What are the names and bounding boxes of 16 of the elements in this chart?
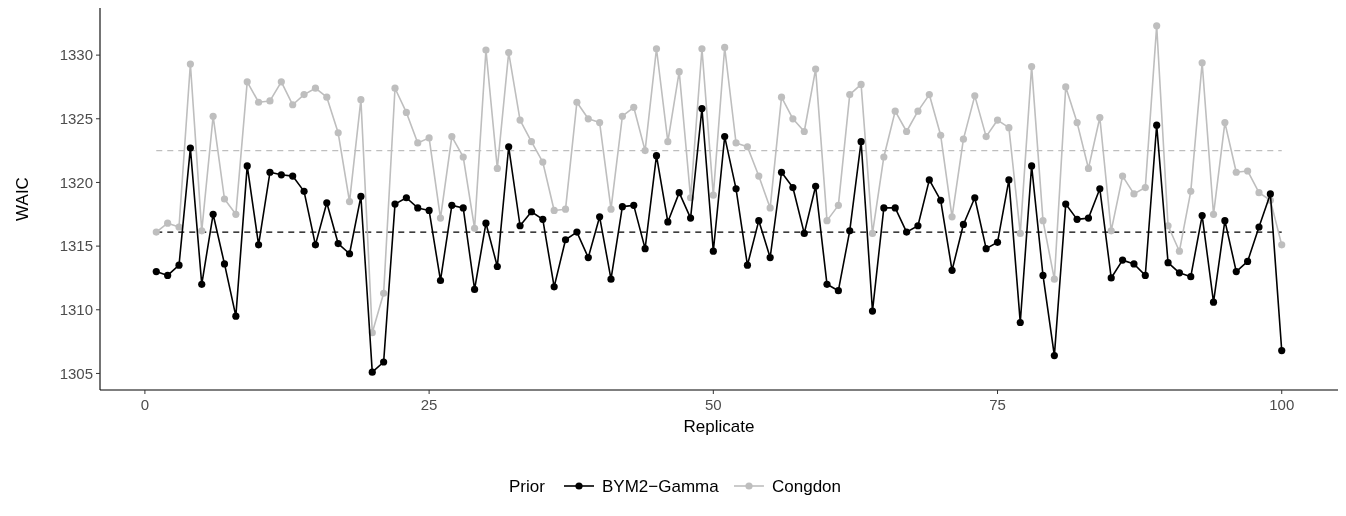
y-axis-title: WAIC: [13, 177, 32, 221]
x-axis-title: Replicate: [683, 417, 755, 436]
y-tick-label: 1330: [59, 46, 93, 64]
x-tick-label: 25: [420, 396, 438, 413]
x-tick-label: 50: [704, 396, 722, 413]
legend-label: Congdon: [772, 476, 842, 496]
y-tick-label: 1305: [59, 364, 93, 382]
y-tick-label: 1320: [59, 173, 93, 191]
y-tick-label: 1310: [59, 301, 93, 319]
x-tick-label: 75: [989, 396, 1006, 413]
legend-label: BYM2−Gamma: [602, 476, 720, 496]
legend-title: Prior: [509, 476, 546, 496]
x-tick-label: 0: [140, 396, 150, 413]
x-tick-label: 100: [1269, 396, 1295, 413]
y-tick-label: 1325: [59, 110, 93, 128]
y-tick-label: 1315: [59, 237, 93, 255]
